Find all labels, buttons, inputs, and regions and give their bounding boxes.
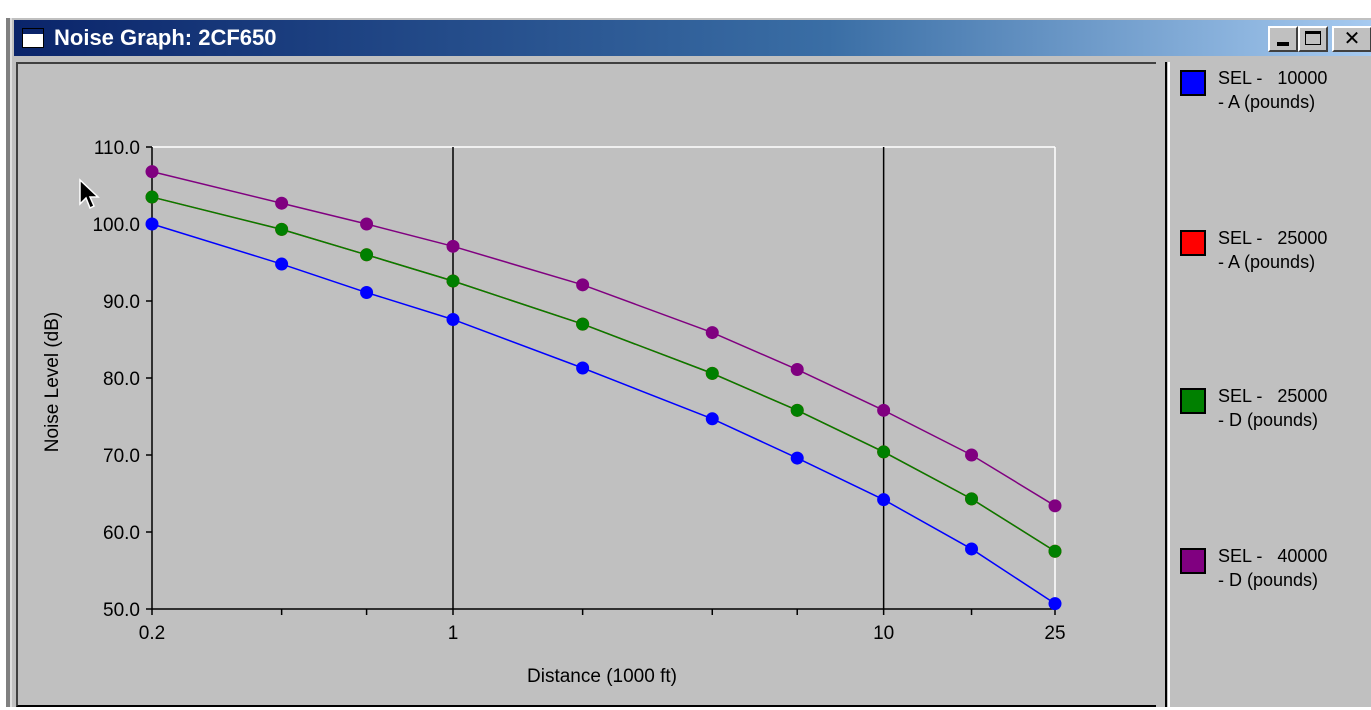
legend-label: SEL - 25000	[1218, 386, 1328, 406]
maximize-button[interactable]	[1298, 26, 1328, 52]
data-point	[275, 196, 289, 210]
y-tick-label: 110.0	[94, 138, 140, 159]
y-tick-label: 90.0	[103, 292, 140, 313]
minimize-button[interactable]	[1268, 26, 1298, 52]
legend-label-unit: - A (pounds)	[1218, 252, 1316, 272]
x-tick-label: 0.2	[139, 623, 165, 644]
window-client-area: 50.0 60.0 70.0 80.0 90.0 100.0 110.0 0.2 1 10 25 D…	[16, 62, 1371, 707]
data-point	[275, 222, 289, 236]
y-tick-label: 50.0	[103, 600, 140, 621]
data-point	[790, 363, 804, 377]
y-axis-label: Noise Level (dB)	[42, 312, 63, 452]
data-point	[705, 412, 719, 426]
series-line	[151, 196, 1056, 552]
data-point	[360, 286, 374, 300]
data-point	[576, 317, 590, 331]
data-point	[790, 403, 804, 417]
y-tick-label: 60.0	[103, 523, 140, 544]
legend-label: SEL - 25000	[1218, 228, 1328, 248]
series-line	[151, 170, 1056, 507]
close-icon: ✕	[1343, 26, 1361, 50]
legend-swatch	[1180, 388, 1206, 414]
data-point	[446, 239, 460, 253]
data-point	[576, 278, 590, 292]
legend-label-unit: - D (pounds)	[1218, 410, 1319, 430]
data-point	[877, 493, 891, 507]
data-point	[790, 451, 804, 465]
data-point	[965, 448, 979, 462]
data-point	[145, 165, 159, 179]
legend-splitter[interactable]	[1165, 62, 1170, 707]
series-line	[151, 196, 1056, 552]
maximize-icon	[1305, 31, 1321, 45]
legend-label: SEL - 10000	[1218, 68, 1328, 88]
x-tick-label: 25	[1044, 623, 1065, 644]
y-tick-label: 70.0	[103, 446, 140, 467]
x-tick-label: 10	[873, 623, 894, 644]
data-point	[446, 274, 460, 288]
data-point	[1048, 499, 1062, 513]
data-point	[705, 326, 719, 340]
legend-label-unit: - A (pounds)	[1218, 92, 1316, 112]
data-point	[360, 217, 374, 231]
window-icon[interactable]	[22, 28, 44, 48]
x-axis-label: Distance (1000 ft)	[527, 666, 677, 687]
data-point	[705, 366, 719, 380]
chart-axes: 50.0 60.0 70.0 80.0 90.0 100.0 110.0 0.2 1 10 25	[92, 138, 1065, 644]
legend-label-unit: - D (pounds)	[1218, 570, 1319, 590]
chart-marks	[145, 165, 1062, 611]
data-point	[360, 248, 374, 262]
close-button[interactable]: ✕	[1332, 26, 1371, 52]
y-tick-label: 100.0	[92, 215, 140, 236]
legend-swatch	[1180, 230, 1206, 256]
minimize-icon	[1277, 42, 1289, 46]
data-point	[965, 492, 979, 506]
mouse-cursor-icon	[79, 178, 100, 210]
chart-panel: 50.0 60.0 70.0 80.0 90.0 100.0 110.0 0.2 1 10 25 D…	[16, 62, 1156, 707]
data-point	[1048, 544, 1062, 558]
x-tick-label: 1	[448, 623, 459, 644]
legend-panel: SEL - 10000 - A (pounds) SEL - 25000 - A…	[1170, 62, 1371, 707]
data-point	[275, 257, 289, 271]
data-point	[576, 361, 590, 375]
series-line	[151, 223, 1056, 605]
legend-swatch	[1180, 70, 1206, 96]
data-point	[965, 542, 979, 556]
window-title: Noise Graph: 2CF650	[54, 25, 277, 50]
noise-chart: 50.0 60.0 70.0 80.0 90.0 100.0 110.0 0.2 1 10 25 D…	[42, 138, 1066, 687]
legend-swatch	[1180, 548, 1206, 574]
data-point	[446, 312, 460, 326]
data-point	[877, 445, 891, 459]
data-point	[145, 217, 159, 231]
data-point	[1048, 597, 1062, 611]
y-tick-label: 80.0	[103, 369, 140, 390]
title-bar[interactable]: Noise Graph: 2CF650 ✕	[14, 20, 1371, 56]
data-point	[145, 190, 159, 204]
data-point	[877, 403, 891, 417]
window-left-edge	[0, 18, 10, 707]
legend-label: SEL - 40000	[1218, 546, 1328, 566]
